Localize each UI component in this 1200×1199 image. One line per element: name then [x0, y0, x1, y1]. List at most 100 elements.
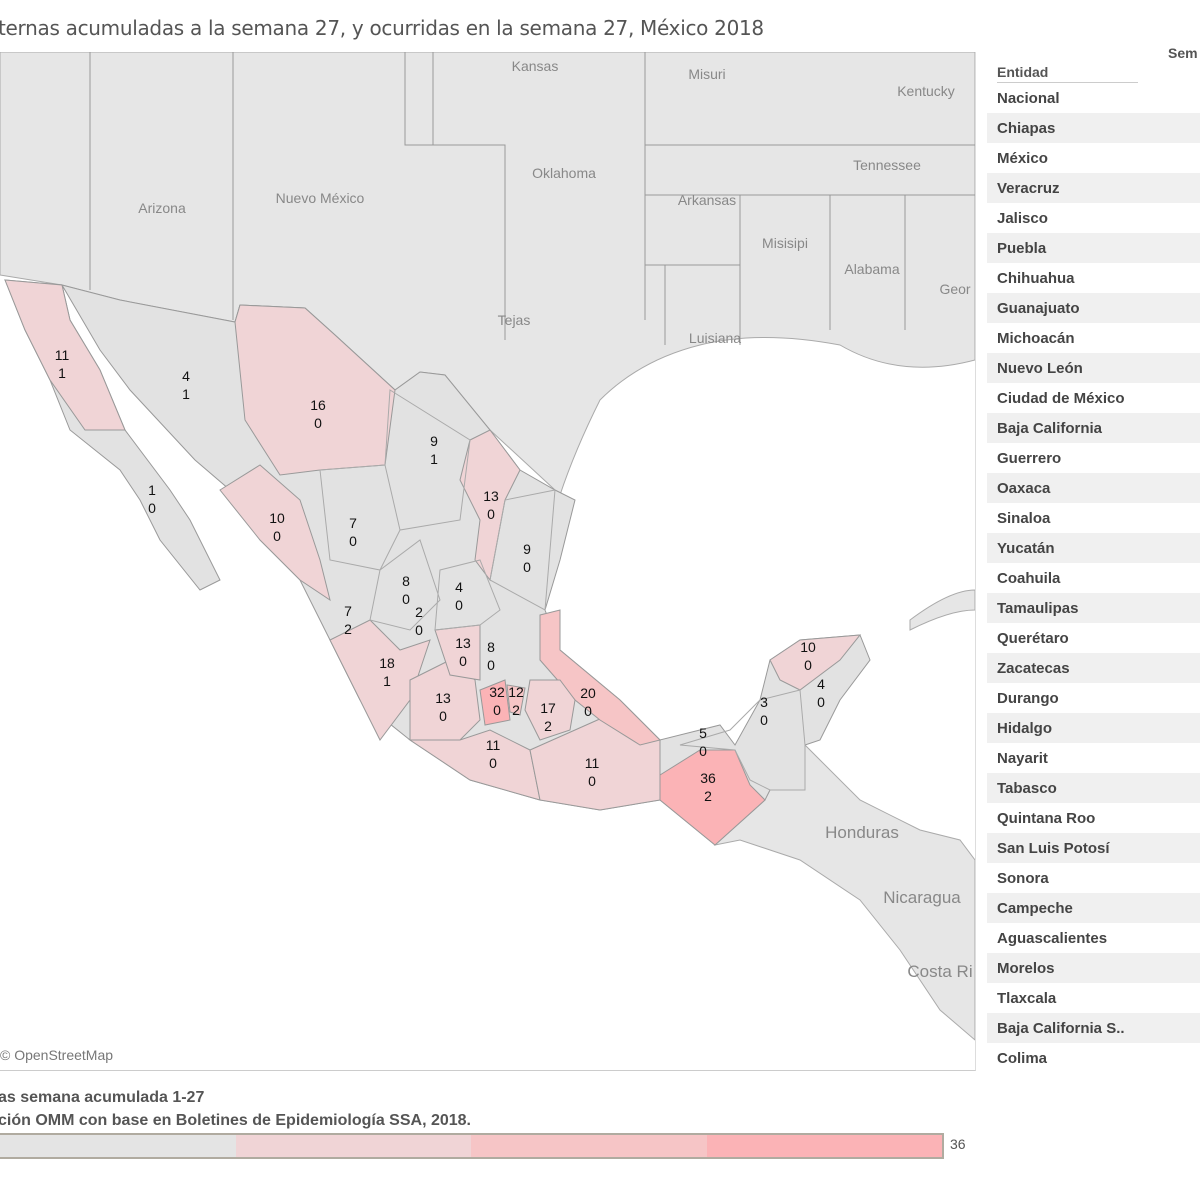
table-row[interactable]: Coahuila: [987, 563, 1200, 593]
state-week-label: 0: [487, 506, 495, 522]
entidad-name: Quintana Roo: [997, 810, 1096, 827]
table-row[interactable]: Morelos: [987, 953, 1200, 983]
entidad-name: Hidalgo: [997, 720, 1052, 737]
table-row[interactable]: Tlaxcala: [987, 983, 1200, 1013]
table-row[interactable]: Colima: [987, 1043, 1200, 1073]
state-value-labels: 111 4116010911309010070804020721811308013…: [55, 347, 825, 804]
state-acc-label: 36: [700, 770, 716, 786]
entidad-name: Puebla: [997, 240, 1047, 257]
table-row[interactable]: Quintana Roo: [987, 803, 1200, 833]
map-label: Honduras: [825, 823, 899, 842]
state-acc-label: 32: [489, 684, 505, 700]
table-row[interactable]: Ciudad de México: [987, 383, 1200, 413]
state-week-label: 0: [273, 528, 281, 544]
entidad-name: Colima: [997, 1050, 1048, 1067]
state-yucatan: [769, 634, 862, 691]
map-attribution[interactable]: © OpenStreetMap: [0, 1047, 114, 1063]
table-row[interactable]: Querétaro: [987, 623, 1200, 653]
state-acc-label: 8: [487, 639, 495, 655]
table-row[interactable]: Campeche: [987, 893, 1200, 923]
entidad-name: Guanajuato: [997, 300, 1080, 317]
entidad-name: Aguascalientes: [997, 930, 1108, 947]
table-row[interactable]: Zacatecas: [987, 653, 1200, 683]
entidad-name: Tlaxcala: [997, 990, 1057, 1007]
column-header-entidad[interactable]: Entidad: [997, 64, 1138, 83]
entidad-name: Oaxaca: [997, 480, 1051, 497]
table-row[interactable]: Oaxaca: [987, 473, 1200, 503]
entidad-name: Yucatán: [997, 540, 1055, 557]
entidad-name: Michoacán: [997, 330, 1075, 347]
state-week-label: 0: [402, 591, 410, 607]
state-acc-label: 16: [310, 397, 326, 413]
map-label: Tejas: [498, 312, 531, 328]
entidad-name: Tabasco: [997, 780, 1057, 797]
table-row[interactable]: México: [987, 143, 1200, 173]
state-acc-label: 17: [540, 700, 556, 716]
state-acc-label: 11: [486, 737, 501, 753]
table-row[interactable]: Baja California S..: [987, 1013, 1200, 1043]
state-acc-label: 18: [379, 655, 395, 671]
state-acc-label: 9: [430, 433, 438, 449]
table-row[interactable]: Nacional: [987, 83, 1200, 113]
table-row[interactable]: Chiapas: [987, 113, 1200, 143]
state-week-label: 0: [699, 743, 707, 759]
state-week-label: 0: [588, 773, 596, 789]
legend-step: [706, 1135, 942, 1157]
table-row[interactable]: Guanajuato: [987, 293, 1200, 323]
choropleth-map[interactable]: Kansas Misuri Kentucky Oklahoma Tennesse…: [0, 52, 976, 1071]
state-sinaloa: [219, 464, 331, 602]
state-chihuahua: [234, 304, 396, 476]
table-row[interactable]: Chihuahua: [987, 263, 1200, 293]
state-acc-label: 13: [455, 635, 471, 651]
state-mexico: [479, 679, 511, 726]
table-row[interactable]: Tabasco: [987, 773, 1200, 803]
state-week-label: 2: [512, 702, 520, 718]
state-week-label: 0: [459, 653, 467, 669]
state-week-label: 2: [704, 788, 712, 804]
state-week-label: 1: [383, 673, 391, 689]
legend-source: ción OMM con base en Boletines de Epidem…: [0, 1112, 471, 1129]
table-row[interactable]: Baja California: [987, 413, 1200, 443]
table-row[interactable]: Jalisco: [987, 203, 1200, 233]
state-acc-label: 4: [817, 676, 825, 692]
state-week-label: 0: [523, 559, 531, 575]
table-row[interactable]: Durango: [987, 683, 1200, 713]
table-row[interactable]: Veracruz: [987, 173, 1200, 203]
table-row[interactable]: Nuevo León: [987, 353, 1200, 383]
entidad-name: Querétaro: [997, 630, 1069, 647]
entidad-name: Tamaulipas: [997, 600, 1079, 617]
table-row[interactable]: Sonora: [987, 863, 1200, 893]
table-row[interactable]: Hidalgo: [987, 713, 1200, 743]
legend-step: [0, 1135, 236, 1157]
table-row[interactable]: San Luis Potosí: [987, 833, 1200, 863]
entidad-name: Morelos: [997, 960, 1055, 977]
state-acc-label: 7: [349, 515, 357, 531]
state-acc-label: 4: [455, 579, 463, 595]
state-cdmx: [506, 684, 526, 716]
map-label: Misisipi: [762, 235, 808, 251]
column-header-sem[interactable]: Sem: [1168, 45, 1198, 61]
map-label: Tennessee: [853, 157, 921, 173]
table-row[interactable]: Sinaloa: [987, 503, 1200, 533]
table-row[interactable]: Michoacán: [987, 323, 1200, 353]
state-week-label: 1: [430, 451, 438, 467]
state-acc-label: 12: [508, 684, 524, 700]
state-week-label: 0: [349, 533, 357, 549]
table-row[interactable]: Guerrero: [987, 443, 1200, 473]
us-land: [0, 52, 975, 496]
table-row[interactable]: Aguascalientes: [987, 923, 1200, 953]
map-label: Costa Ri: [907, 962, 972, 981]
table-row[interactable]: Nayarit: [987, 743, 1200, 773]
entidad-name: Nayarit: [997, 750, 1048, 767]
entidad-name: México: [997, 150, 1048, 167]
table-row[interactable]: Yucatán: [987, 533, 1200, 563]
state-week-label: 0: [817, 694, 825, 710]
state-week-label: 0: [489, 755, 497, 771]
map-label: Nuevo México: [276, 190, 365, 206]
entidad-name: Durango: [997, 690, 1059, 707]
entidad-name: Sonora: [997, 870, 1049, 887]
state-week-label: 0: [439, 708, 447, 724]
state-acc-label: 9: [523, 541, 531, 557]
table-row[interactable]: Puebla: [987, 233, 1200, 263]
table-row[interactable]: Tamaulipas: [987, 593, 1200, 623]
